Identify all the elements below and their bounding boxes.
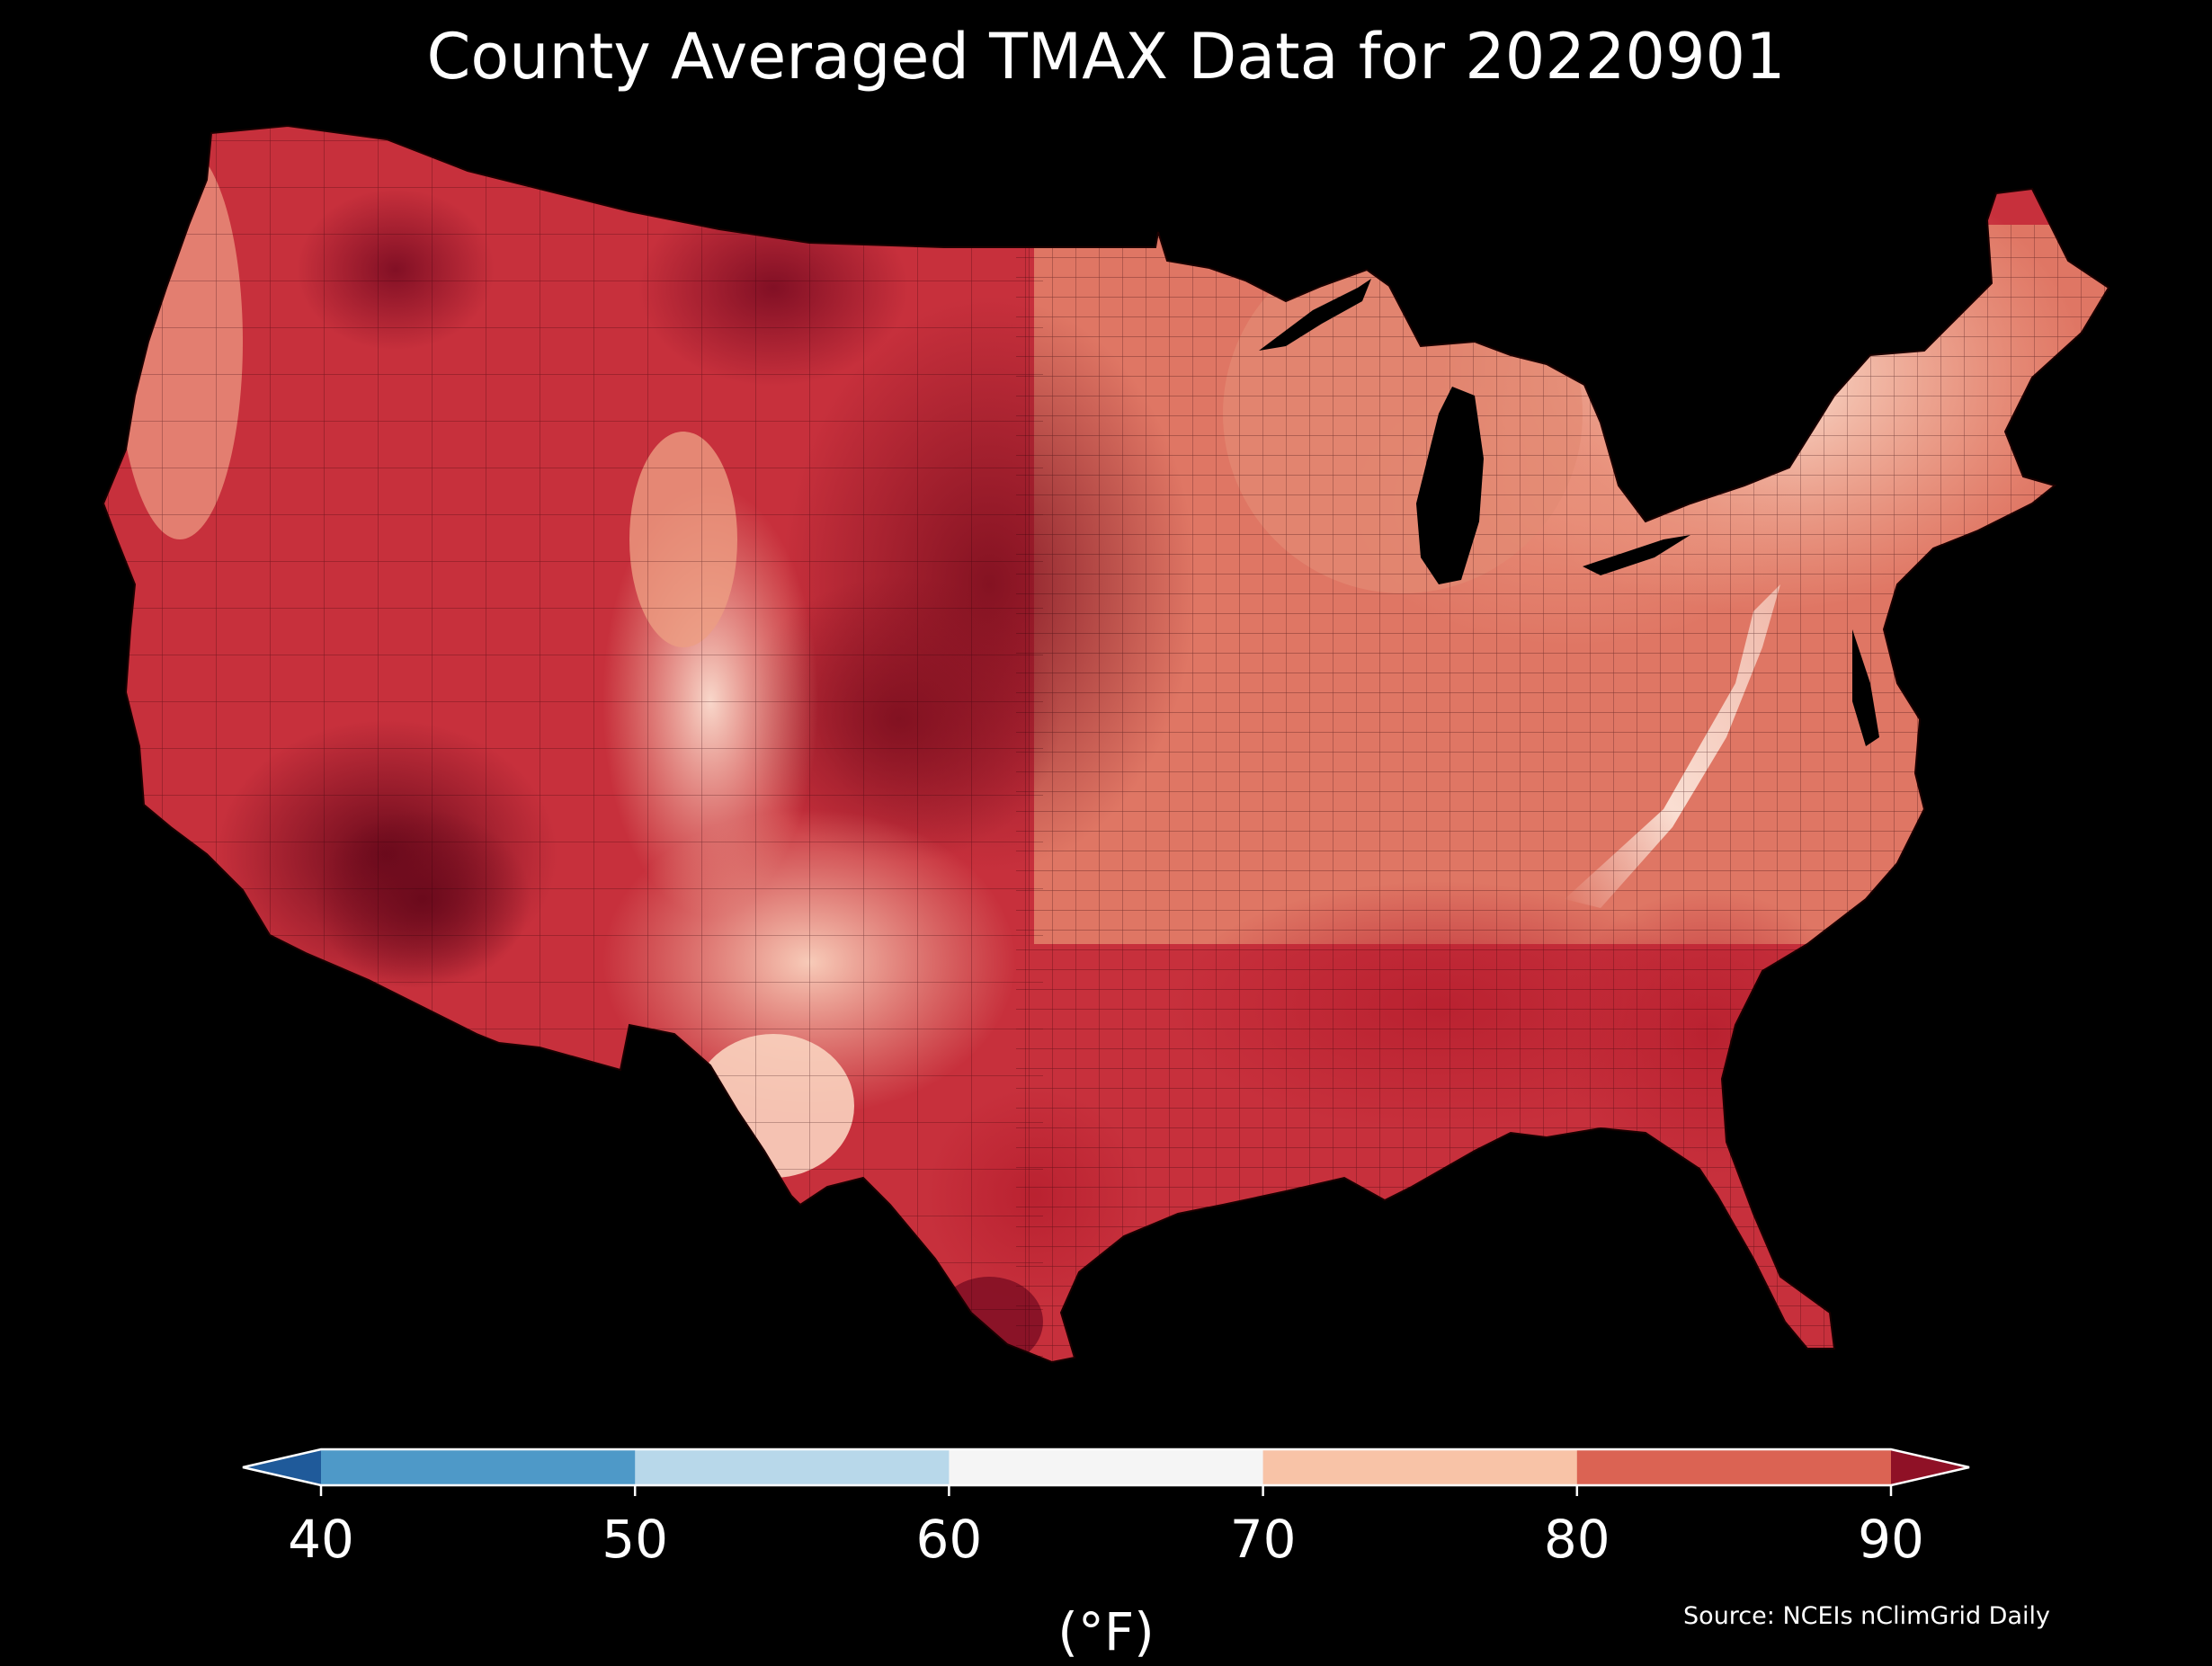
lake-erie <box>1583 535 1690 575</box>
colorbar-segment <box>1576 1449 1892 1485</box>
lake-superior <box>1259 279 1371 351</box>
colorbar-tick-label: 60 <box>915 1509 983 1570</box>
colorbar-tick-label: 80 <box>1543 1509 1610 1570</box>
colorbar-tick-label: 70 <box>1229 1509 1297 1570</box>
colorbar-tick-label: 90 <box>1858 1509 1924 1570</box>
colorbar-segment <box>321 1449 636 1485</box>
lake-michigan <box>1416 387 1484 584</box>
colorbar-segment <box>949 1449 1264 1485</box>
colorbar-tick-label: 40 <box>288 1509 354 1570</box>
chesapeake-bay <box>1852 629 1879 746</box>
colorbar-extend-high <box>1891 1449 1969 1485</box>
colorbar-extend-low <box>243 1449 321 1485</box>
us-outline <box>102 124 2110 1364</box>
source-credit: Source: NCEIs nClimGrid Daily <box>1683 1602 2050 1630</box>
great-lakes <box>1259 279 1879 746</box>
colorbar-tick-label: 50 <box>602 1509 669 1570</box>
colorbar-segment <box>1262 1449 1578 1485</box>
map-title: County Averaged TMAX Data for 20220901 <box>426 20 1786 94</box>
colorbar-unit-label: (°F) <box>1057 1601 1155 1662</box>
colorbar-segment <box>635 1449 950 1485</box>
